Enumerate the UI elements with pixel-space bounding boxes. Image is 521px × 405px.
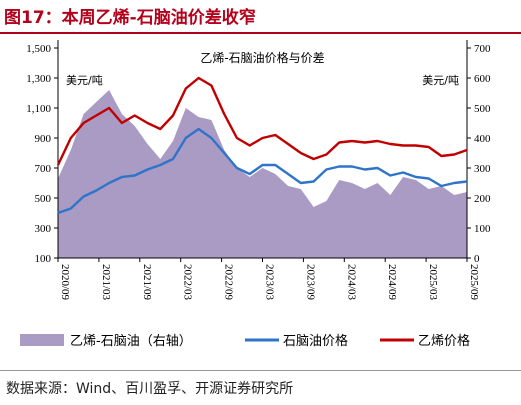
x-tick-label: 2021/03 xyxy=(100,264,112,301)
chart-canvas: 100 300 500 700 900 1,100 1,300 1,500 0 100 200 300… xyxy=(20,40,491,349)
right-axis-unit: 美元/吨 xyxy=(422,74,459,87)
chart-title: 乙烯-石脑油价格与价差 xyxy=(200,50,324,65)
left-tick-label: 500 xyxy=(35,193,52,205)
legend-label: 乙烯价格 xyxy=(418,333,470,349)
title-underline xyxy=(0,32,521,34)
legend-label: 石脑油价格 xyxy=(283,333,348,349)
footer-rule xyxy=(0,370,521,371)
x-tick-label: 2021/09 xyxy=(141,264,153,301)
left-tick-label: 1,300 xyxy=(26,73,51,85)
right-tick-label: 0 xyxy=(474,253,480,265)
left-tick-label: 700 xyxy=(35,163,52,175)
right-tick-label: 600 xyxy=(474,73,491,85)
right-tick-label: 500 xyxy=(474,103,491,115)
right-tick-label: 700 xyxy=(474,43,491,55)
x-tick-label: 2025/03 xyxy=(427,264,439,301)
left-tick-label: 900 xyxy=(35,133,52,145)
right-tick-label: 300 xyxy=(474,163,491,175)
title-bar: 图17：本周乙烯-石脑油价差收窄 xyxy=(0,0,521,34)
x-tick-label: 2024/03 xyxy=(345,264,357,301)
left-tick-label: 1,100 xyxy=(26,103,51,115)
x-tick-label: 2023/03 xyxy=(264,264,276,301)
series-line-naphtha xyxy=(57,127,468,215)
legend-swatch-spread xyxy=(20,334,64,346)
x-tick-label: 2020/09 xyxy=(59,264,71,301)
x-tick-label: 2023/09 xyxy=(304,264,316,301)
x-tick-label: 2025/09 xyxy=(468,264,480,301)
legend: 乙烯-石脑油（右轴） 石脑油价格 乙烯价格 xyxy=(20,333,470,349)
right-tick-label: 200 xyxy=(474,193,491,205)
left-tick-label: 1,500 xyxy=(26,43,51,55)
figure-title: 图17：本周乙烯-石脑油价差收窄 xyxy=(4,8,256,28)
data-source: 数据来源：Wind、百川盈孚、开源证券研究所 xyxy=(6,381,294,397)
labels-layer: 100 300 500 700 900 1,100 1,300 1,500 0 100 200 300… xyxy=(26,43,491,301)
axes-layer xyxy=(54,40,471,262)
spread-area-layer xyxy=(58,90,467,258)
series-line-ethylene xyxy=(56,76,468,166)
x-tick-label: 2022/03 xyxy=(182,264,194,301)
left-tick-label: 300 xyxy=(35,223,52,235)
series-area-spread xyxy=(58,90,467,258)
left-axis-unit: 美元/吨 xyxy=(66,74,103,87)
right-tick-label: 100 xyxy=(474,223,491,235)
right-tick-label: 400 xyxy=(474,133,491,145)
left-tick-label: 100 xyxy=(35,253,52,265)
lines-layer xyxy=(56,76,468,215)
x-tick-label: 2024/09 xyxy=(386,264,398,301)
legend-label: 乙烯-石脑油（右轴） xyxy=(70,334,192,349)
x-tick-label: 2022/09 xyxy=(223,264,235,301)
